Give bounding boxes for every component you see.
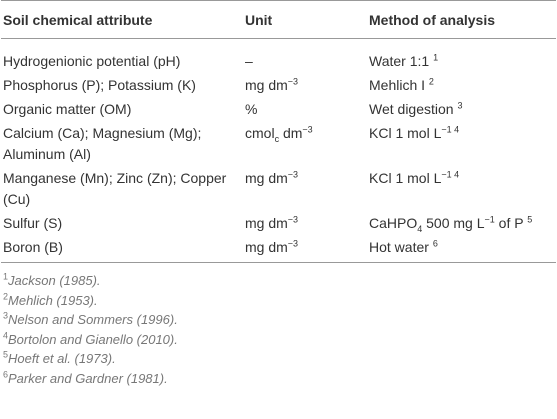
footnote-text: Jackson (1985).	[8, 273, 101, 288]
cell-text: −3	[287, 169, 299, 180]
cell-text: Mehlich I	[369, 77, 429, 93]
cell-text: mg dm	[245, 170, 288, 186]
footnote: 3Nelson and Sommers (1996).	[3, 310, 557, 330]
table-row: Hydrogenionic potential (pH) – Water 1:1 1	[1, 39, 556, 74]
table-cell: %	[243, 97, 367, 121]
table-row: Calcium (Ca); Magnesium (Mg); Aluminum (…	[1, 121, 556, 166]
footnote-text: Nelson and Sommers (1996).	[8, 312, 178, 328]
cell-text: Organic matter (OM)	[3, 101, 132, 117]
cell-text: Hydrogenionic potential (pH)	[3, 53, 181, 69]
cell-text: CaHPO	[369, 215, 418, 231]
footnote: 5Hoeft et al. (1973).	[3, 349, 557, 369]
footnote: 1Jackson (1985).	[3, 271, 557, 291]
cell-text: −3	[287, 238, 299, 249]
cell-text: 1	[433, 52, 439, 63]
footnote-text: Bortolon and Gianello (2010).	[8, 331, 178, 347]
footnote-mark: 5	[3, 350, 9, 361]
cell-text: dm	[279, 125, 303, 141]
cell-text: of P	[494, 215, 528, 231]
footnote-mark: 3	[3, 310, 9, 321]
cell-text: Hot water	[369, 239, 433, 255]
footnote-mark: 1	[3, 271, 9, 282]
table-cell: KCl 1 mol L−1 4	[367, 166, 556, 211]
cell-text: −3	[287, 76, 299, 87]
cell-text: 4	[417, 223, 423, 234]
cell-text: −1 4	[441, 169, 460, 180]
cell-text: mg dm	[245, 215, 288, 231]
cell-text: Calcium (Ca); Magnesium (Mg); Aluminum (…	[3, 125, 202, 162]
cell-text: –	[245, 53, 253, 69]
cell-text: −3	[287, 214, 299, 225]
cell-text: −3	[302, 124, 313, 135]
table-cell: Wet digestion 3	[367, 97, 556, 121]
table: Soil chemical attribute Unit Method of ana…	[1, 0, 556, 263]
footnote-mark: 2	[3, 291, 9, 302]
table-cell: mg dm−3	[243, 235, 367, 263]
cell-text: Water 1:1	[369, 53, 434, 69]
table-cell: mg dm−3	[243, 211, 367, 235]
table-body: Hydrogenionic potential (pH) – Water 1:1 1…	[1, 39, 556, 263]
cell-text: Phosphorus (P); Potassium (K)	[3, 77, 196, 93]
table-cell: Water 1:1 1	[367, 39, 556, 74]
table-header: Soil chemical attribute Unit Method of ana…	[1, 0, 556, 39]
footnotes: 1Jackson (1985). 2Mehlich (1953). 3Nelson …	[3, 271, 557, 389]
table-cell: mg dm−3	[243, 73, 367, 97]
cell-text: −1	[484, 214, 495, 225]
table-cell: Mehlich I 2	[367, 73, 556, 97]
footnote: 4Bortolon and Gianello (2010).	[3, 330, 557, 350]
table-cell: Sulfur (S)	[1, 211, 243, 235]
cell-text: Manganese (Mn); Zinc (Zn); Copper (Cu)	[3, 170, 227, 207]
table-cell: cmolc dm−3	[243, 121, 367, 166]
table-row: Organic matter (OM)% Wet digestion 3	[1, 97, 556, 121]
table-row: Sulfur (S) mg dm−3 CaHPO4 500 mg L−1 of P …	[1, 211, 556, 235]
cell-text: Wet digestion	[369, 101, 458, 117]
table-cell: Calcium (Ca); Magnesium (Mg); Aluminum (…	[1, 121, 243, 166]
table-cell: Hydrogenionic potential (pH)	[1, 39, 243, 74]
cell-text: 3	[457, 100, 463, 111]
cell-text: −1 4	[441, 124, 460, 135]
table-cell: –	[243, 39, 367, 74]
header-cell: Unit	[243, 0, 367, 39]
cell-text: Boron (B)	[3, 239, 63, 255]
footnote-text: Hoeft et al. (1973).	[8, 351, 116, 367]
cell-text: %	[245, 101, 258, 117]
cell-text: mg dm	[245, 77, 288, 93]
table-cell: Phosphorus (P); Potassium (K)	[1, 73, 243, 97]
cell-text: 6	[432, 238, 438, 249]
cell-text: c	[274, 133, 280, 144]
table-cell: CaHPO4 500 mg L−1 of P 5	[367, 211, 556, 235]
header-cell: Soil chemical attribute	[1, 0, 243, 39]
cell-text: 500 mg L	[422, 215, 485, 231]
table-cell: Boron (B)	[1, 235, 243, 263]
table-row: Manganese (Mn); Zinc (Zn); Copper (Cu) mg…	[1, 166, 556, 211]
footnote: 6Parker and Gardner (1981).	[3, 369, 557, 389]
table-cell: Manganese (Mn); Zinc (Zn); Copper (Cu)	[1, 166, 243, 211]
cell-text: cmol	[245, 125, 275, 141]
footnote-text: Mehlich (1953).	[8, 292, 98, 308]
footnote: 2Mehlich (1953).	[3, 291, 557, 311]
table-cell: Hot water 6	[367, 235, 556, 263]
header-cell: Method of analysis	[367, 0, 556, 39]
cell-text: 5	[527, 214, 533, 225]
cell-text: 2	[428, 76, 434, 87]
table-row: Boron (B) mg dm−3 Hot water 6	[1, 235, 556, 263]
table-row: Phosphorus (P); Potassium (K) mg dm−3 Mehl…	[1, 73, 556, 97]
footnote-mark: 4	[3, 330, 9, 341]
footnote-mark: 6	[3, 369, 9, 380]
header-row: Soil chemical attribute Unit Method of ana…	[1, 0, 556, 39]
table-cell: mg dm−3	[243, 166, 367, 211]
table-cell: KCl 1 mol L−1 4	[367, 121, 556, 166]
footnote-text: Parker and Gardner (1981).	[8, 370, 168, 386]
cell-text: KCl 1 mol L	[369, 125, 442, 141]
table-cell: Organic matter (OM)	[1, 97, 243, 121]
cell-text: KCl 1 mol L	[369, 170, 442, 186]
cell-text: Sulfur (S)	[3, 215, 63, 231]
cell-text: mg dm	[245, 239, 288, 255]
